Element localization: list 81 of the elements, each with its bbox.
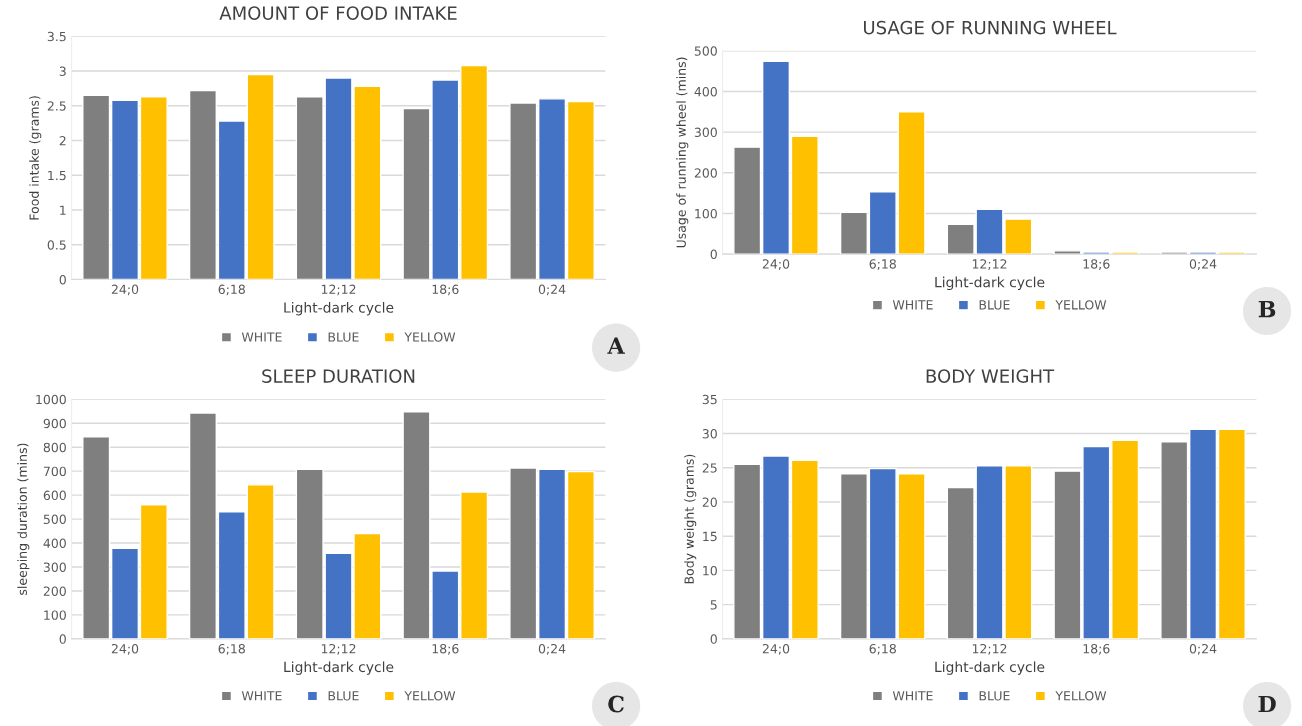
- y-tick-label: 0: [710, 249, 717, 260]
- y-tick-label: 10: [703, 565, 717, 576]
- text: B: [1258, 300, 1276, 318]
- y-axis-title: Usage of running wheel (mins): [676, 57, 689, 248]
- y-tick-label: 200: [694, 168, 717, 178]
- legend-label: BLUE: [328, 691, 359, 701]
- x-tick-label: 6;18: [869, 259, 896, 270]
- y-tick-label: 3: [59, 66, 66, 76]
- x-axis-title: Light-dark cycle: [935, 276, 1045, 291]
- legend-label: WHITE: [241, 332, 282, 342]
- x-tick-label: 24;0: [762, 643, 790, 655]
- x-tick-label: 0;24: [1189, 259, 1217, 270]
- x-tick-label: 6;18: [218, 643, 245, 655]
- y-tick-label: 500: [694, 46, 717, 56]
- y-tick-label: 1000: [36, 394, 66, 405]
- chart-title: BODY WEIGHT: [926, 369, 1055, 383]
- y-tick-label: 25: [702, 463, 717, 473]
- y-tick-label: 0.5: [47, 240, 66, 250]
- x-axis-title: Light-dark cycle: [284, 661, 394, 675]
- y-tick-label: 15: [703, 531, 717, 542]
- legend-label: YELLOW: [1055, 300, 1107, 310]
- y-tick-label: 400: [694, 86, 717, 97]
- y-tick-label: 1.5: [48, 170, 66, 181]
- y-tick-label: 700: [43, 466, 66, 477]
- x-tick-label: 12;12: [972, 259, 1007, 270]
- y-tick-label: 100: [695, 208, 717, 219]
- x-tick-label: 24;0: [762, 259, 790, 270]
- y-axis-title: Body weight (grams): [684, 454, 697, 584]
- x-tick-label: 0;24: [1189, 643, 1217, 655]
- y-tick-label: 0: [59, 634, 66, 644]
- x-tick-label: 12;12: [321, 284, 356, 296]
- chart-title: SLEEP DURATION: [262, 369, 415, 383]
- y-tick-label: 35: [702, 394, 717, 405]
- y-tick-label: 200: [43, 586, 66, 596]
- y-tick-label: 2: [59, 136, 66, 146]
- chart-title: USAGE OF RUNNING WHEEL: [864, 20, 1117, 35]
- y-tick-label: 500: [43, 514, 66, 525]
- y-tick-label: 0: [710, 634, 717, 644]
- chart-title: AMOUNT OF FOOD INTAKE: [219, 6, 457, 20]
- x-tick-label: 24;0: [111, 643, 139, 655]
- x-tick-label: 12;12: [972, 643, 1007, 655]
- legend-label: BLUE: [979, 691, 1010, 701]
- legend-label: BLUE: [979, 300, 1010, 310]
- y-tick-label: 300: [694, 127, 717, 138]
- y-axis-title: sleeping duration (mins): [17, 443, 30, 595]
- x-tick-label: 0;24: [538, 643, 566, 655]
- x-tick-label: 18;6: [432, 284, 459, 296]
- x-axis-title: Light-dark cycle: [935, 661, 1045, 675]
- x-tick-label: 0;24: [538, 284, 566, 296]
- y-tick-label: 1: [60, 205, 66, 215]
- x-tick-label: 18;6: [1083, 643, 1110, 655]
- text: A: [607, 337, 625, 354]
- y-tick-label: 300: [43, 562, 66, 572]
- legend-label: WHITE: [892, 691, 933, 701]
- y-tick-label: 5: [710, 600, 717, 610]
- y-tick-label: 2.5: [47, 101, 66, 111]
- x-axis-title: Light-dark cycle: [284, 302, 394, 316]
- x-tick-label: 18;6: [1083, 259, 1110, 270]
- y-tick-label: 3.5: [47, 31, 66, 42]
- y-tick-label: 0: [59, 274, 66, 285]
- legend-label: YELLOW: [1055, 691, 1107, 701]
- legend-label: WHITE: [892, 300, 933, 310]
- x-tick-label: 6;18: [218, 284, 245, 296]
- y-tick-label: 400: [43, 538, 66, 548]
- y-tick-label: 900: [43, 418, 66, 429]
- y-tick-label: 30: [702, 429, 717, 439]
- legend-label: YELLOW: [404, 332, 456, 342]
- x-tick-label: 6;18: [869, 643, 896, 655]
- y-tick-label: 100: [44, 610, 66, 620]
- legend-label: YELLOW: [404, 691, 456, 701]
- text: D: [1258, 695, 1276, 713]
- y-tick-label: 600: [43, 490, 66, 501]
- x-tick-label: 24;0: [111, 284, 139, 296]
- y-axis-title: Food intake (grams): [29, 96, 42, 220]
- y-tick-label: 800: [43, 442, 66, 453]
- x-tick-label: 18;6: [432, 643, 459, 655]
- y-tick-label: 20: [702, 497, 717, 507]
- legend-label: WHITE: [241, 691, 282, 701]
- legend-label: BLUE: [328, 332, 359, 342]
- text: C: [608, 695, 624, 713]
- x-tick-label: 12;12: [321, 643, 356, 655]
